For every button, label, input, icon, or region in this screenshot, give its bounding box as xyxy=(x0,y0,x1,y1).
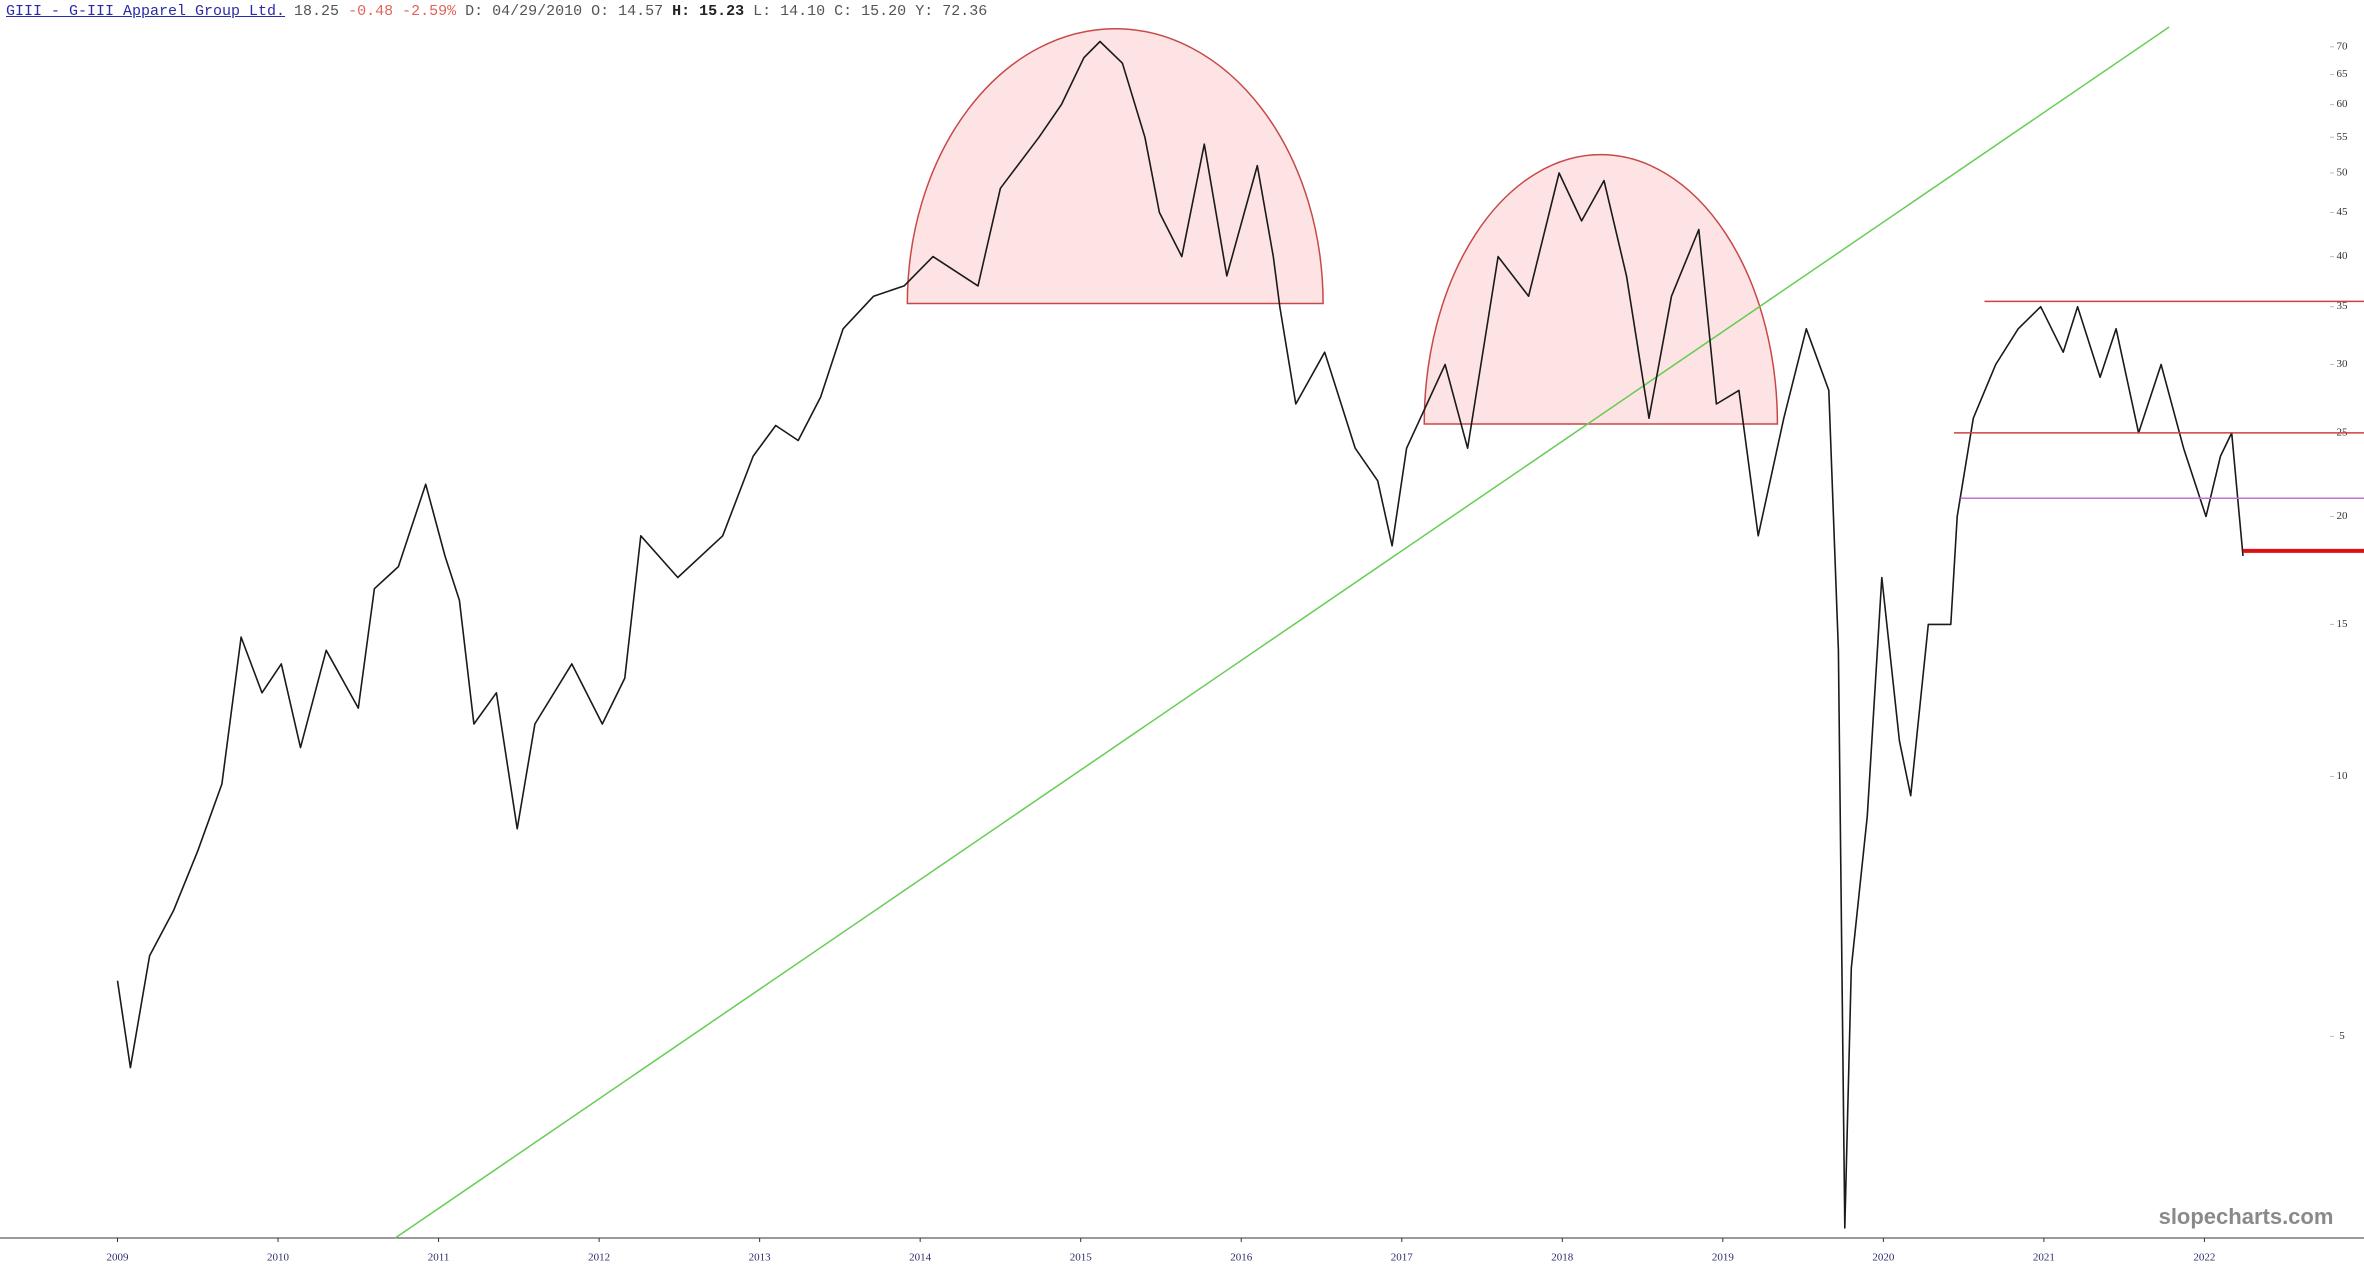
x-tick-label: 2020 xyxy=(1872,1252,1895,1264)
x-tick-label: 2019 xyxy=(1712,1252,1735,1264)
change-pct: -2.59% xyxy=(402,3,457,20)
change: -0.48 xyxy=(348,3,394,20)
arc-pattern xyxy=(1423,154,1779,425)
y-tick-label: 30 xyxy=(2337,358,2349,370)
y-tick-label: 10 xyxy=(2337,770,2349,782)
low: L: 14.10 xyxy=(753,3,826,20)
x-tick-label: 2022 xyxy=(2193,1252,2215,1264)
header: GIII - G-III Apparel Group Ltd. 18.25 -0.4… xyxy=(6,3,996,20)
y-tick-label: 20 xyxy=(2337,510,2349,522)
y-tick-label: 5 xyxy=(2339,1030,2345,1042)
y-tick-label: 45 xyxy=(2337,206,2349,218)
x-tick-label: 2015 xyxy=(1070,1252,1093,1264)
x-tick-label: 2016 xyxy=(1230,1252,1253,1264)
x-tick-label: 2013 xyxy=(749,1252,772,1264)
x-tick-label: 2012 xyxy=(588,1252,610,1264)
arc-pattern xyxy=(906,27,1324,305)
close: C: 15.20 xyxy=(834,3,907,20)
y-tick-label: 15 xyxy=(2337,618,2349,630)
y-tick-label: 50 xyxy=(2337,167,2349,179)
y-tick-label: 35 xyxy=(2337,300,2349,312)
y-tick-label: 70 xyxy=(2337,40,2349,52)
watermark: slopecharts.com xyxy=(2159,1204,2334,1229)
y-tick-label: 60 xyxy=(2337,98,2349,110)
x-tick-label: 2018 xyxy=(1551,1252,1574,1264)
x-tick-label: 2014 xyxy=(909,1252,932,1264)
x-tick-label: 2009 xyxy=(107,1252,130,1264)
open: O: 14.57 xyxy=(591,3,664,20)
y-tick-label: 65 xyxy=(2337,68,2349,80)
y-value: Y: 72.36 xyxy=(915,3,988,20)
ticker-link[interactable]: GIII - G-III Apparel Group Ltd. xyxy=(6,3,286,20)
trendline xyxy=(394,26,2170,1239)
x-tick-label: 2017 xyxy=(1391,1252,1414,1264)
x-tick-label: 2011 xyxy=(428,1252,450,1264)
price-line xyxy=(116,40,2244,1229)
high: H: 15.23 xyxy=(672,3,745,20)
y-tick-label: 55 xyxy=(2337,131,2349,143)
y-tick-label: 40 xyxy=(2337,250,2349,262)
x-tick-label: 2010 xyxy=(267,1252,290,1264)
date: D: 04/29/2010 xyxy=(465,3,583,20)
x-tick-label: 2021 xyxy=(2033,1252,2055,1264)
last-price: 18.25 xyxy=(294,3,340,20)
